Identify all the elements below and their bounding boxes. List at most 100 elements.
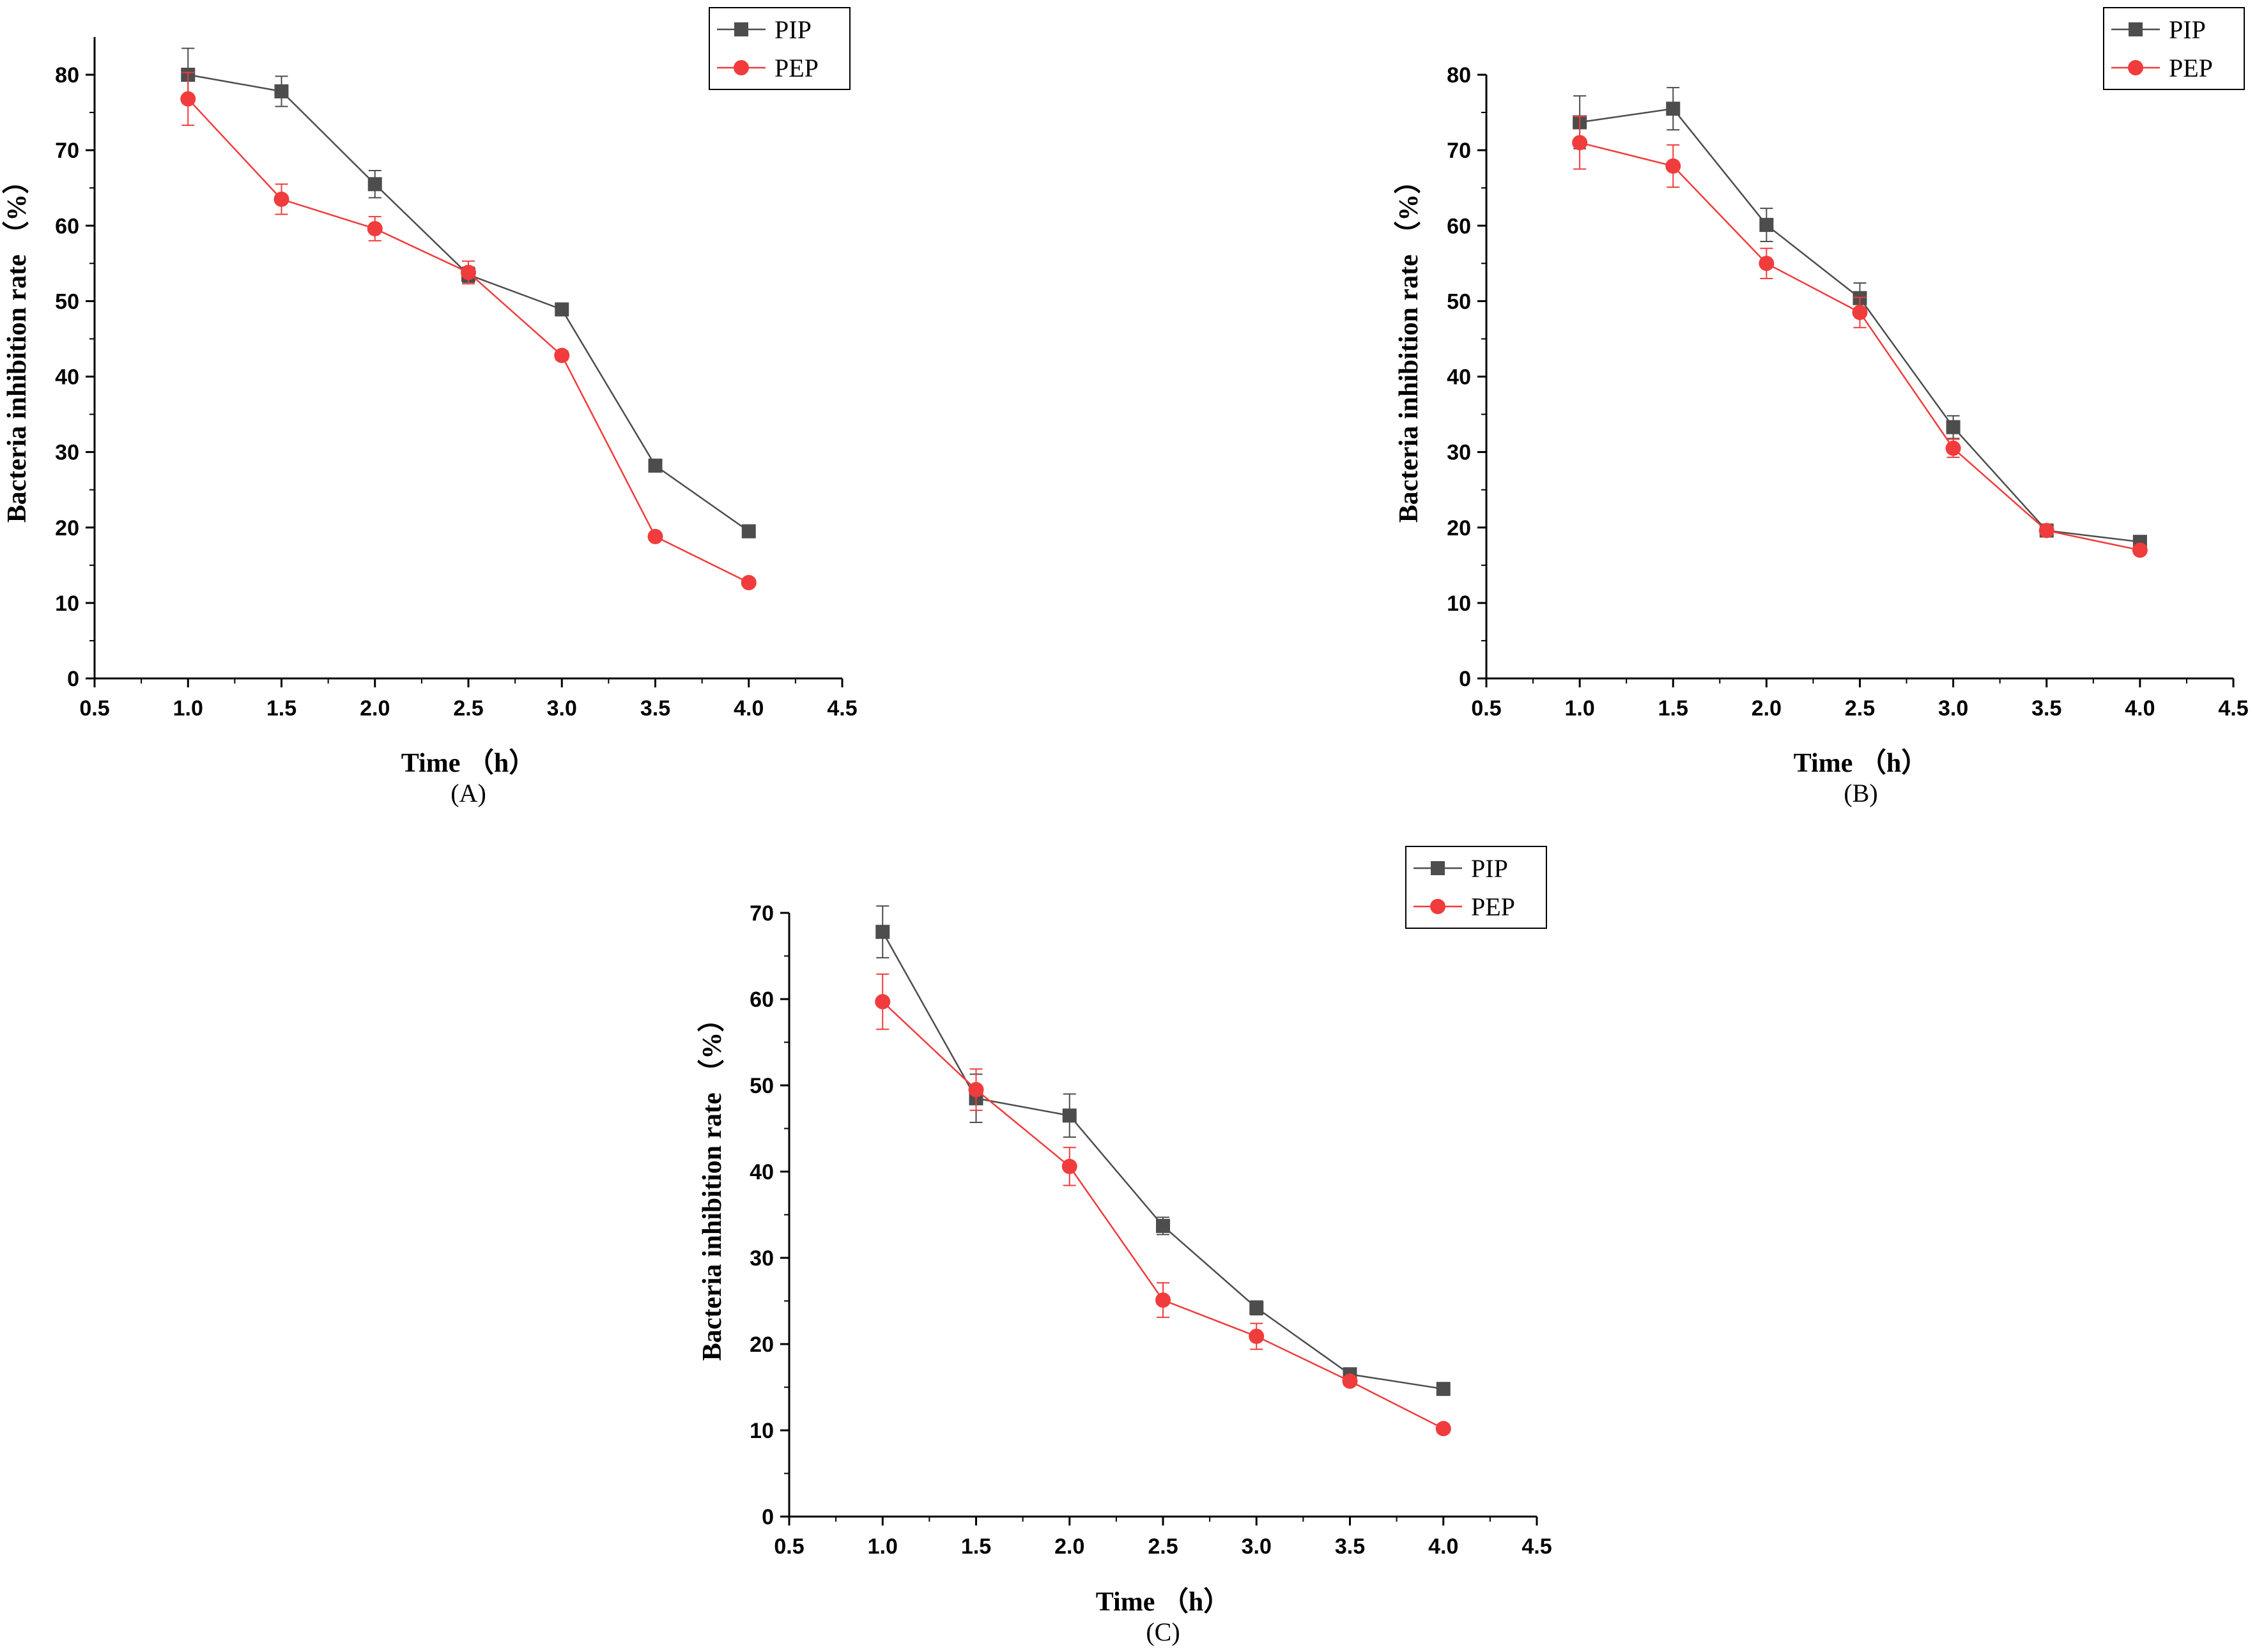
panel-label: (B) <box>1844 779 1877 807</box>
legend-marker-square <box>2129 22 2143 36</box>
x-axis-label: Time （h） <box>1096 1587 1230 1617</box>
x-axis-label: Time （h） <box>401 748 535 778</box>
y-tick-label: 0 <box>67 667 79 691</box>
data-point-circle <box>875 994 891 1010</box>
x-tick-label: 3.0 <box>547 696 577 721</box>
legend-marker-square <box>734 22 748 36</box>
x-tick-label: 3.0 <box>1242 1534 1272 1559</box>
x-tick-label: 1.0 <box>173 696 203 721</box>
legend: PIP PEP <box>1405 846 1547 929</box>
data-point-circle <box>1342 1373 1358 1389</box>
series-line <box>1579 142 2141 551</box>
y-tick-label: 60 <box>750 988 774 1012</box>
series-line <box>882 1001 1444 1430</box>
legend-marker-circle <box>734 60 749 75</box>
data-point-square <box>875 924 890 939</box>
data-point-square <box>1156 1219 1170 1234</box>
legend-label: PIP <box>1471 854 1508 883</box>
data-point-circle <box>1759 256 1775 272</box>
series-line <box>187 98 750 584</box>
data-point-circle <box>554 348 570 363</box>
series-line <box>882 931 1444 1390</box>
x-tick-label: 1.5 <box>266 696 297 721</box>
data-point-circle <box>461 264 476 280</box>
data-point-circle <box>2132 542 2148 558</box>
data-point-square <box>555 302 569 317</box>
y-tick-label: 0 <box>762 1505 774 1529</box>
x-tick-label: 1.0 <box>1564 696 1594 721</box>
legend-box <box>1405 846 1547 929</box>
series-pep <box>180 72 757 590</box>
y-tick-label: 30 <box>1447 441 1471 465</box>
panel-label: (C) <box>1146 1618 1180 1646</box>
data-point-circle <box>647 528 663 544</box>
series-line <box>188 73 750 532</box>
y-tick-label: 80 <box>1447 63 1471 88</box>
legend-label: PEP <box>774 54 819 82</box>
x-axis-label: Time （h） <box>1794 748 1928 778</box>
legend: PIP PEP <box>709 7 851 90</box>
data-point-circle <box>273 191 289 207</box>
y-tick-label: 60 <box>55 214 79 238</box>
y-tick-label: 50 <box>750 1074 774 1098</box>
data-point-circle <box>180 91 196 107</box>
x-tick-label: 0.5 <box>774 1534 804 1559</box>
x-tick-label: 4.0 <box>734 696 764 721</box>
y-tick-label: 10 <box>750 1419 774 1443</box>
x-tick-label: 2.0 <box>360 696 390 721</box>
x-tick-label: 4.5 <box>827 696 857 721</box>
series-pep <box>875 973 1451 1437</box>
data-point-square <box>1666 102 1681 116</box>
data-point-square <box>1759 218 1774 233</box>
data-point-circle <box>1852 305 1868 321</box>
data-point-circle <box>1061 1158 1077 1174</box>
x-tick-label: 4.0 <box>2125 696 2155 721</box>
data-point-square <box>1062 1108 1077 1123</box>
x-tick-label: 0.5 <box>1471 696 1501 721</box>
data-point-square <box>741 524 756 539</box>
legend: PIP PEP <box>2103 7 2245 90</box>
x-tick-label: 1.0 <box>868 1534 898 1559</box>
data-point-circle <box>1945 440 1961 456</box>
x-tick-label: 2.0 <box>1054 1534 1084 1559</box>
data-point-circle <box>1572 135 1588 151</box>
y-tick-label: 70 <box>55 139 79 163</box>
y-tick-label: 20 <box>1447 516 1471 540</box>
data-point-circle <box>367 220 383 236</box>
legend-label: PEP <box>1471 892 1515 921</box>
data-point-square <box>648 458 663 473</box>
data-point-circle <box>1249 1328 1265 1344</box>
y-tick-label: 10 <box>55 592 79 616</box>
data-point-circle <box>1435 1421 1451 1437</box>
y-tick-label: 80 <box>55 63 79 88</box>
y-axis-label: Bacteria inhibition rate （%） <box>2 167 32 523</box>
x-tick-label: 3.0 <box>1938 696 1968 721</box>
data-point-circle <box>968 1082 984 1098</box>
y-tick-label: 0 <box>1459 667 1471 691</box>
x-tick-label: 4.0 <box>1428 1534 1458 1559</box>
panel-label: (A) <box>451 779 486 807</box>
y-axis-label: Bacteria inhibition rate （%） <box>1394 167 1424 523</box>
x-tick-label: 1.5 <box>1658 696 1688 721</box>
y-tick-label: 30 <box>55 441 79 465</box>
y-tick-label: 50 <box>1447 289 1471 314</box>
data-point-square <box>274 84 289 98</box>
x-tick-label: 3.5 <box>2031 696 2061 721</box>
legend-label: PIP <box>774 15 812 44</box>
y-tick-label: 70 <box>1447 139 1471 163</box>
data-point-square <box>1249 1301 1264 1315</box>
y-tick-label: 40 <box>750 1160 774 1184</box>
x-tick-label: 2.5 <box>1148 1534 1178 1559</box>
legend-marker-square <box>1431 861 1445 875</box>
data-point-circle <box>2038 523 2054 539</box>
x-tick-label: 4.5 <box>1521 1534 1552 1559</box>
y-tick-label: 20 <box>55 516 79 540</box>
series-pip <box>181 47 756 539</box>
series-pep <box>1572 115 2148 558</box>
y-tick-label: 60 <box>1447 214 1471 238</box>
x-tick-label: 2.5 <box>1845 696 1875 721</box>
legend-box <box>709 7 851 90</box>
legend-marker-circle <box>1430 899 1445 914</box>
x-tick-label: 0.5 <box>79 696 109 721</box>
